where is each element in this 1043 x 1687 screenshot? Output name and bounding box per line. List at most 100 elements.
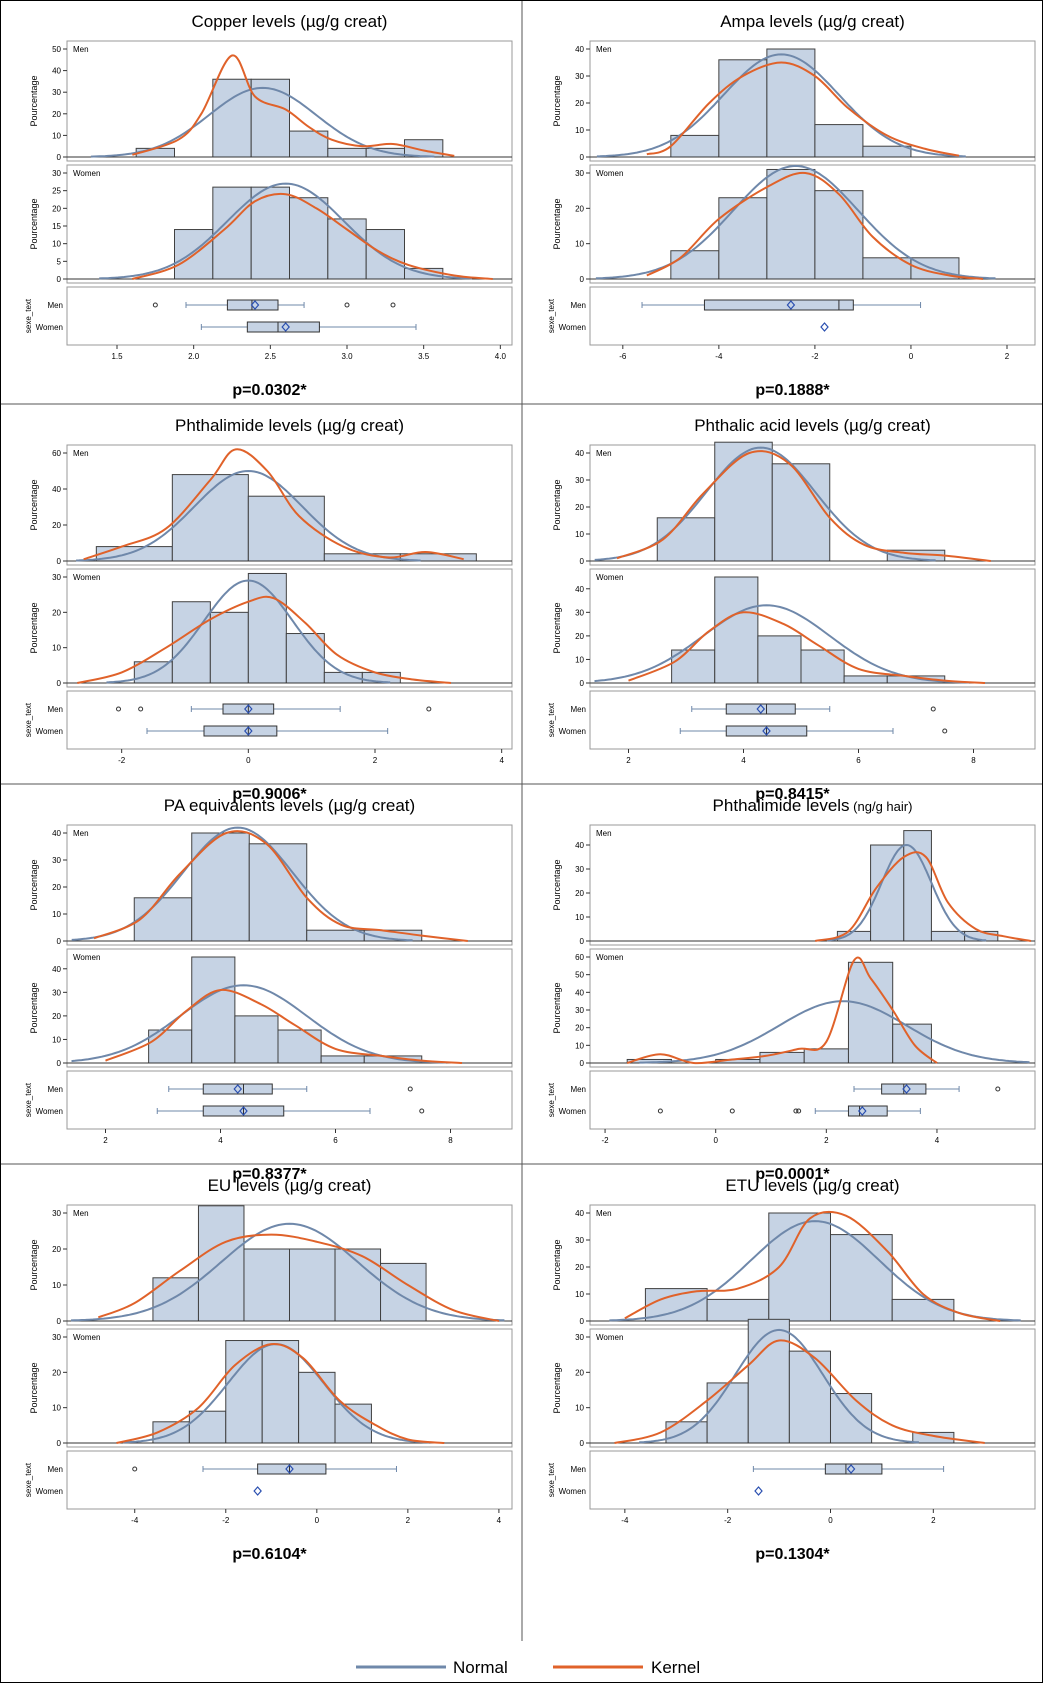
women-histogram-panel: 0 10 20 30 Pourcentage Women [552, 1318, 1036, 1448]
women-histogram-bar [277, 1029, 322, 1064]
women-histogram-bar [800, 649, 845, 684]
women-box [246, 321, 320, 333]
women-outlier [796, 1108, 802, 1114]
women-kernel-curve [626, 956, 938, 1065]
women-panel-label: Women [596, 953, 623, 962]
chart-panel-3: Phthalimide levels (µg/g creat)0204060Po… [24, 416, 513, 803]
box-y-axis-label: sexe_text [547, 298, 556, 333]
men-panel-label: Men [596, 449, 612, 458]
y-tick-label: 40 [52, 829, 61, 838]
x-tick-label: -2 [602, 1136, 610, 1145]
men-normal-curve [70, 1222, 505, 1322]
men-outlier [344, 302, 350, 308]
men-histogram-bar [829, 1234, 893, 1322]
men-histogram-panel: 0 10 20 30 40 Pourcentage Men [552, 441, 1036, 566]
women-histogram-bar [747, 1318, 790, 1444]
x-tick-label: 4 [741, 756, 746, 765]
boxplot-frame [589, 1450, 1036, 1510]
men-histogram-panel: 0 10 20 30 40 Pourcentage Men [552, 40, 1036, 162]
chart-title: Phthalimide levels (µg/g creat) [175, 416, 404, 435]
y-tick-label: 10 [52, 1281, 61, 1290]
women-normal-curve [99, 182, 473, 280]
y-tick-label: 10 [52, 1404, 61, 1413]
boxplot-panel: sexe_text Men Women -4 -2 0 2 4 [24, 1450, 513, 1525]
y-tick-label: 20 [52, 1245, 61, 1254]
men-outlier [426, 706, 432, 712]
women-mean-marker [762, 726, 771, 736]
x-tick-label: 4 [935, 1136, 940, 1145]
x-tick-label: 8 [971, 756, 976, 765]
y-tick-label: 10 [575, 1290, 584, 1299]
men-histogram-bar [250, 78, 291, 158]
chart-panel-2: Ampa levels (µg/g creat)010203040Pourcen… [547, 12, 1036, 399]
y-tick-label: 20 [52, 1368, 61, 1377]
box-y-axis-label: sexe_text [24, 702, 33, 737]
men-box-label: Men [47, 301, 63, 310]
men-kernel-curve [814, 851, 1032, 942]
women-outlier [942, 728, 948, 734]
y-tick-label: 20 [575, 99, 584, 108]
y-axis-label: Pourcentage [29, 1239, 39, 1290]
men-histogram-bar [197, 1205, 245, 1322]
y-tick-label: 40 [52, 485, 61, 494]
women-histogram-bar [718, 197, 768, 280]
y-tick-label: 40 [575, 45, 584, 54]
men-histogram-bar [248, 843, 308, 942]
y-axis-label: Pourcentage [552, 982, 562, 1033]
men-panel-label: Men [596, 45, 612, 54]
women-panel-label: Women [73, 573, 100, 582]
women-panel-label: Women [73, 169, 100, 178]
men-outlier [116, 706, 121, 712]
x-tick-label: -2 [222, 1516, 230, 1525]
x-tick-label: 3.5 [418, 352, 430, 361]
boxplot-panel: sexe_text Men Women -2 0 2 4 [547, 1070, 1036, 1145]
y-tick-label: 0 [57, 153, 62, 162]
y-tick-label: 40 [575, 449, 584, 458]
women-mean-marker [754, 1486, 763, 1496]
men-histogram-bar [814, 124, 864, 158]
men-box [226, 299, 279, 311]
men-histogram-bar [247, 495, 325, 562]
women-box-label: Women [559, 1487, 586, 1496]
women-kernel-curve [132, 192, 493, 280]
x-tick-label: 8 [448, 1136, 453, 1145]
men-mean-marker [244, 704, 253, 714]
x-tick-label: -4 [621, 1516, 629, 1525]
women-kernel-curve [614, 1339, 985, 1444]
y-tick-label: 20 [52, 110, 61, 119]
men-box [703, 299, 854, 311]
normal-legend-label: Normal [453, 1658, 508, 1677]
women-histogram-bar [829, 1393, 873, 1444]
women-histogram-bar [803, 1048, 849, 1064]
women-normal-curve [639, 1000, 1030, 1064]
men-kernel-curve [624, 1210, 1001, 1322]
x-tick-label: 2 [103, 1136, 108, 1145]
women-box [847, 1105, 888, 1117]
women-outlier [419, 1108, 425, 1114]
men-histogram-bar [771, 463, 831, 562]
y-tick-label: 0 [580, 1439, 585, 1448]
legend: Normal Kernel [1, 1651, 1043, 1681]
men-box-label: Men [570, 705, 586, 714]
p-value: p=0.1304* [755, 1546, 830, 1563]
y-tick-label: 0 [57, 937, 62, 946]
men-histogram-panel: 0 10 20 30 40 Pourcentage Men [552, 1204, 1036, 1326]
x-tick-label: -6 [619, 352, 627, 361]
y-axis-label: Pourcentage [552, 479, 562, 530]
men-kernel-curve [132, 54, 455, 157]
p-value: p=0.6104* [232, 1546, 307, 1563]
chart-title: EU levels (µg/g creat) [208, 1176, 372, 1195]
chart-panel-6: Phthalimide levels (ng/g hair)010203040P… [547, 796, 1036, 1183]
y-axis-label: Pourcentage [29, 1362, 39, 1413]
y-tick-label: 0 [580, 1317, 585, 1326]
boxplot-frame [66, 1070, 513, 1130]
women-histogram-panel: 0 10 20 30 40 Pourcentage Women [552, 568, 1036, 688]
men-kernel-curve [646, 61, 960, 157]
chart-title: PA equivalents levels (µg/g creat) [164, 796, 415, 815]
x-tick-label: 6 [333, 1136, 338, 1145]
men-histogram-panel: 0 10 20 30 40 Pourcentage Men [29, 824, 513, 946]
boxplot-panel: sexe_text Men Women 2 4 6 8 [24, 1070, 513, 1145]
women-panel-label: Women [596, 1333, 623, 1342]
y-tick-label: 30 [575, 1333, 584, 1342]
y-axis-label: Pourcentage [29, 479, 39, 530]
